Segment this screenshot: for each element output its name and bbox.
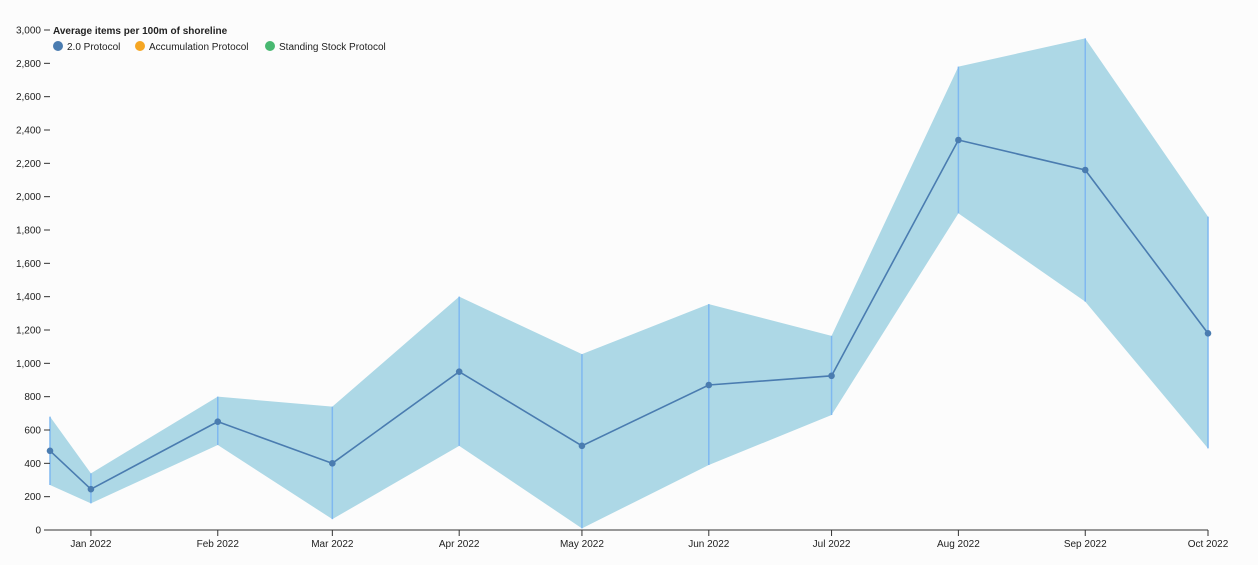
y-tick-label: 1,600 — [16, 259, 41, 270]
x-tick-label: Aug 2022 — [937, 539, 980, 550]
legend-item[interactable]: Standing Stock Protocol — [265, 41, 386, 53]
data-point[interactable] — [87, 485, 95, 493]
y-tick-label: 800 — [24, 392, 41, 403]
y-tick-label: 1,800 — [16, 226, 41, 237]
y-tick-label: 2,600 — [16, 92, 41, 103]
y-tick-label: 400 — [24, 459, 41, 470]
data-point[interactable] — [455, 368, 463, 375]
legend-label: Standing Stock Protocol — [279, 42, 386, 53]
x-tick-label: May 2022 — [560, 539, 604, 550]
legend-swatch — [135, 41, 145, 51]
legend-swatch — [265, 41, 275, 51]
x-tick-label: Feb 2022 — [197, 539, 240, 550]
x-tick-label: Jun 2022 — [688, 539, 730, 550]
legend-swatch — [53, 41, 63, 51]
data-point[interactable] — [329, 460, 336, 467]
y-axis-label: Average items per 100m of shoreline — [53, 26, 228, 37]
confidence-band — [50, 38, 1208, 529]
data-point[interactable] — [214, 418, 222, 425]
legend-item[interactable]: 2.0 Protocol — [53, 41, 120, 53]
legend: 2.0 Protocol Accumulation Protocol Standin… — [53, 41, 386, 53]
data-point[interactable] — [828, 372, 835, 380]
legend-item[interactable]: Accumulation Protocol — [135, 41, 249, 53]
legend-label: Accumulation Protocol — [149, 42, 249, 53]
data-point[interactable] — [705, 381, 713, 389]
y-tick-label: 1,000 — [16, 359, 41, 370]
y-tick-label: 0 — [35, 526, 41, 537]
data-point[interactable] — [1081, 166, 1089, 174]
x-tick-label: Oct 2022 — [1188, 539, 1229, 550]
y-tick-label: 2,400 — [16, 126, 41, 137]
y-tick-label: 2,200 — [16, 159, 41, 170]
y-tick-label: 3,000 — [16, 26, 41, 37]
x-tick-label: Jul 2022 — [813, 539, 851, 550]
legend-label: 2.0 Protocol — [67, 42, 120, 53]
y-tick-label: 1,200 — [16, 326, 41, 337]
x-tick-label: Sep 2022 — [1064, 539, 1107, 550]
x-tick-label: Apr 2022 — [439, 539, 480, 550]
y-tick-label: 600 — [24, 426, 41, 437]
data-point[interactable] — [46, 447, 54, 455]
y-tick-label: 1,400 — [16, 292, 41, 303]
x-tick-label: Mar 2022 — [311, 539, 354, 550]
y-tick-label: 2,800 — [16, 59, 41, 70]
data-point[interactable] — [1204, 330, 1212, 337]
y-tick-label: 2,000 — [16, 192, 41, 203]
confidence-band-layer — [50, 38, 1208, 529]
y-tick-label: 200 — [24, 492, 41, 503]
data-point[interactable] — [955, 136, 962, 144]
data-point-layer — [46, 136, 1212, 493]
x-axis: Jan 2022 Feb 2022 Mar 2022 Apr 2022 May 2022… — [50, 529, 1229, 550]
y-axis: 0 200 400 600 800 1,000 1,200 1,400 1,600 1,800 2,… — [16, 26, 50, 537]
data-point[interactable] — [578, 442, 586, 450]
x-tick-label: Jan 2022 — [70, 539, 112, 550]
